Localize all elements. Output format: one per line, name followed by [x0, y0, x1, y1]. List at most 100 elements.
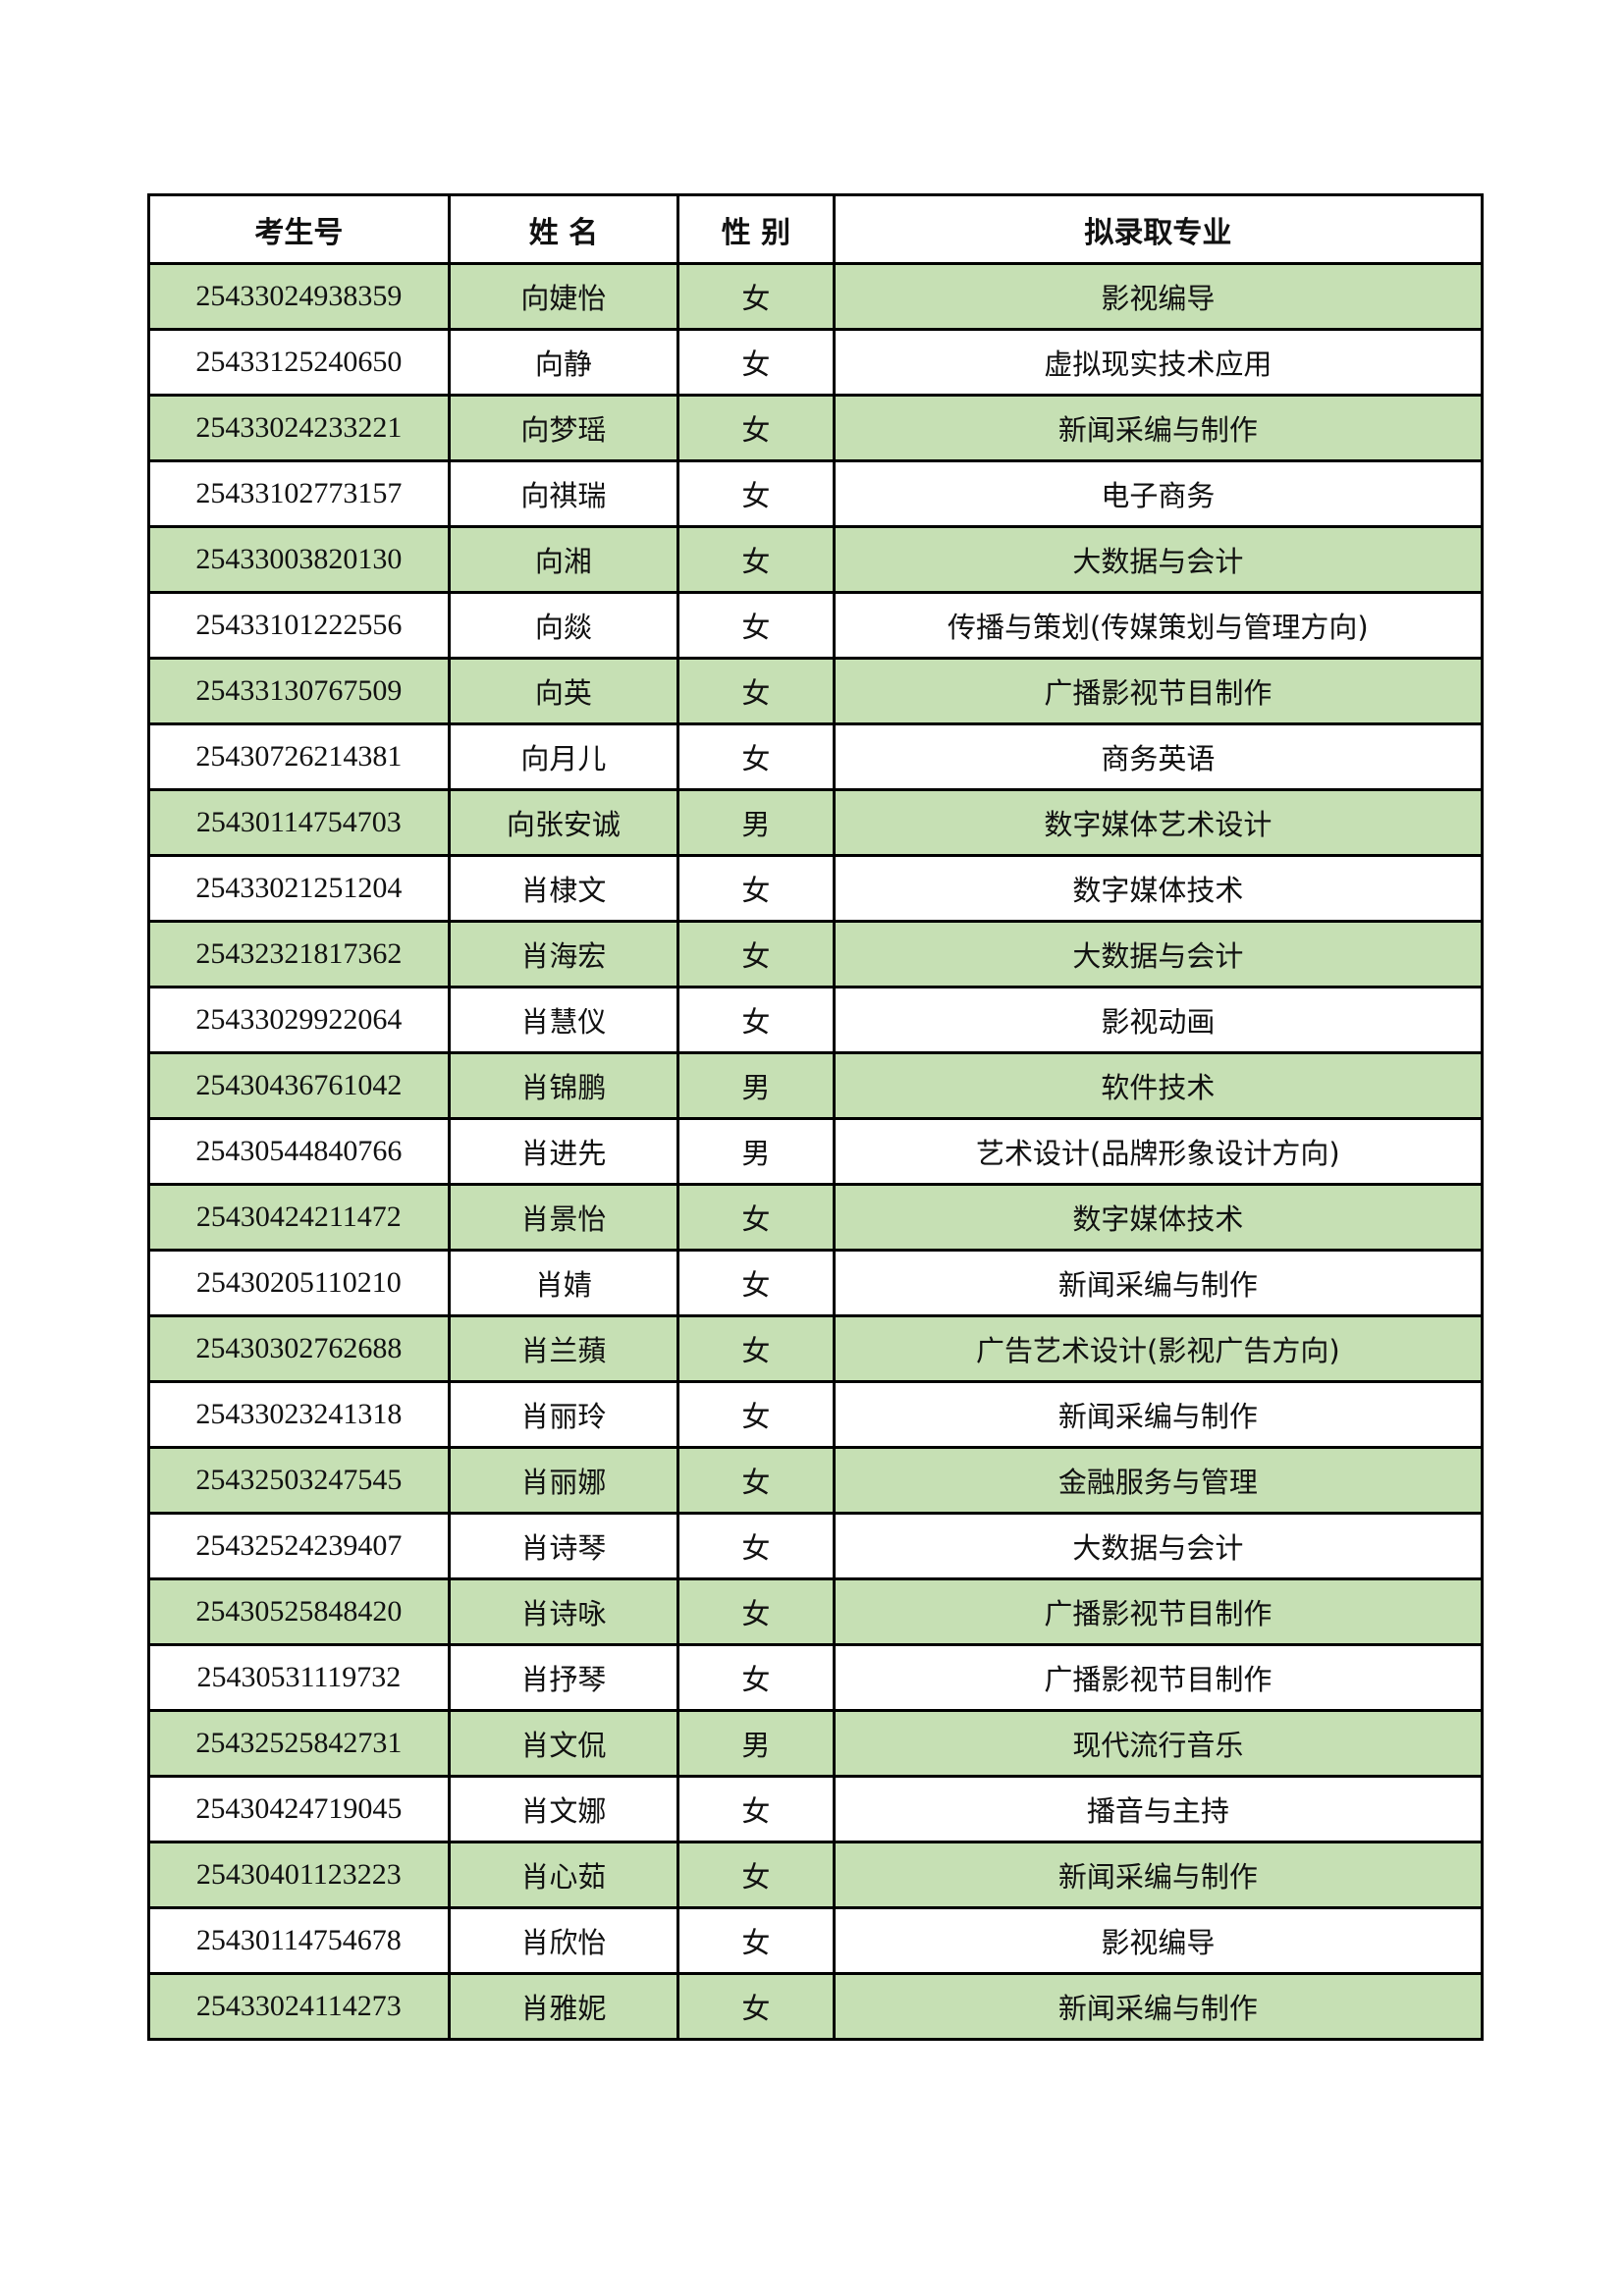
major-cell: 新闻采编与制作: [832, 394, 1485, 462]
gender-cell: 女: [677, 262, 836, 331]
table-row: 25430531119732 肖抒琴女广播影视节目制作: [147, 1643, 1485, 1712]
gender-cell: 女: [677, 1314, 836, 1383]
name-cell: 肖棣文: [447, 854, 680, 923]
gender-cell: 女: [677, 1972, 836, 2041]
name-cell: 肖欣怡: [447, 1906, 680, 1975]
exam-id-cell: 25430424719045: [147, 1775, 451, 1843]
table-row: 25433101222556 向燚女传播与策划(传媒策划与管理方向): [147, 591, 1485, 660]
major-cell: 数字媒体艺术设计: [832, 788, 1485, 857]
gender-cell: 女: [677, 525, 836, 594]
name-cell: 向湘: [447, 525, 680, 594]
table-row: 25430205110210 肖婧女新闻采编与制作: [147, 1249, 1485, 1317]
name-cell: 肖锦鹏: [447, 1051, 680, 1120]
gender-cell: 男: [677, 1051, 836, 1120]
table-row: 25430525848420 肖诗咏女广播影视节目制作: [147, 1577, 1485, 1646]
major-cell: 广播影视节目制作: [832, 1577, 1485, 1646]
name-cell: 肖兰蘋: [447, 1314, 680, 1383]
name-cell: 肖慧仪: [447, 986, 680, 1054]
name-cell: 向静: [447, 328, 680, 397]
major-cell: 软件技术: [832, 1051, 1485, 1120]
gender-cell: 男: [677, 1117, 836, 1186]
exam-id-cell: 25433125240650: [147, 328, 451, 397]
major-cell: 影视编导: [832, 262, 1485, 331]
major-cell: 广播影视节目制作: [832, 657, 1485, 725]
header-major: 拟录取专业: [832, 193, 1485, 265]
name-cell: 肖婧: [447, 1249, 680, 1317]
table-row: 25433024114273 肖雅妮女新闻采编与制作: [147, 1972, 1485, 2041]
table-row: 25432525842731 肖文侃男现代流行音乐: [147, 1709, 1485, 1778]
exam-id-cell: 25430401123223: [147, 1841, 451, 1909]
major-cell: 大数据与会计: [832, 1512, 1485, 1580]
exam-id-cell: 25432503247545: [147, 1446, 451, 1515]
name-cell: 肖文侃: [447, 1709, 680, 1778]
exam-id-cell: 25433021251204: [147, 854, 451, 923]
admission-table: 考生号 姓 名 性 别 拟录取专业 25433024938359 向婕怡女影视编导…: [147, 193, 1485, 2041]
name-cell: 向祺瑞: [447, 459, 680, 528]
major-cell: 数字媒体技术: [832, 1183, 1485, 1252]
header-row: 考生号 姓 名 性 别 拟录取专业: [147, 193, 1485, 265]
exam-id-cell: 25430726214381: [147, 722, 451, 791]
header-gender: 性 别: [677, 193, 836, 265]
exam-id-cell: 25433024114273: [147, 1972, 451, 2041]
exam-id-cell: 25430424211472: [147, 1183, 451, 1252]
gender-cell: 女: [677, 1841, 836, 1909]
table-row: 25433102773157 向祺瑞女电子商务: [147, 459, 1485, 528]
exam-id-cell: 25432524239407: [147, 1512, 451, 1580]
exam-id-cell: 25432525842731: [147, 1709, 451, 1778]
exam-id-cell: 25432321817362: [147, 920, 451, 988]
table-row: 25430424719045 肖文娜女播音与主持: [147, 1775, 1485, 1843]
gender-cell: 女: [677, 1775, 836, 1843]
name-cell: 肖海宏: [447, 920, 680, 988]
table-row: 25430114754678 肖欣怡女影视编导: [147, 1906, 1485, 1975]
gender-cell: 女: [677, 1380, 836, 1449]
table-row: 25430424211472 肖景怡女数字媒体技术: [147, 1183, 1485, 1252]
gender-cell: 女: [677, 328, 836, 397]
name-cell: 肖诗琴: [447, 1512, 680, 1580]
exam-id-cell: 25430436761042: [147, 1051, 451, 1120]
major-cell: 新闻采编与制作: [832, 1841, 1485, 1909]
exam-id-cell: 25433024233221: [147, 394, 451, 462]
major-cell: 影视编导: [832, 1906, 1485, 1975]
gender-cell: 女: [677, 1512, 836, 1580]
table-row: 25430114754703 向张安诚男数字媒体艺术设计: [147, 788, 1485, 857]
exam-id-cell: 25430544840766: [147, 1117, 451, 1186]
table-row: 25430544840766 肖进先男艺术设计(品牌形象设计方向): [147, 1117, 1485, 1186]
exam-id-cell: 25433101222556: [147, 591, 451, 660]
name-cell: 肖丽玲: [447, 1380, 680, 1449]
name-cell: 向燚: [447, 591, 680, 660]
table-row: 25432503247545 肖丽娜女金融服务与管理: [147, 1446, 1485, 1515]
gender-cell: 女: [677, 1183, 836, 1252]
major-cell: 广播影视节目制作: [832, 1643, 1485, 1712]
name-cell: 向梦瑶: [447, 394, 680, 462]
name-cell: 肖进先: [447, 1117, 680, 1186]
exam-id-cell: 25430525848420: [147, 1577, 451, 1646]
major-cell: 播音与主持: [832, 1775, 1485, 1843]
name-cell: 向张安诚: [447, 788, 680, 857]
major-cell: 新闻采编与制作: [832, 1972, 1485, 2041]
major-cell: 大数据与会计: [832, 525, 1485, 594]
table-row: 25433003820130 向湘女大数据与会计: [147, 525, 1485, 594]
table-row: 25433023241318 肖丽玲女新闻采编与制作: [147, 1380, 1485, 1449]
gender-cell: 女: [677, 1577, 836, 1646]
exam-id-cell: 25430114754703: [147, 788, 451, 857]
table-row: 25430401123223 肖心茹女新闻采编与制作: [147, 1841, 1485, 1909]
major-cell: 金融服务与管理: [832, 1446, 1485, 1515]
major-cell: 新闻采编与制作: [832, 1380, 1485, 1449]
name-cell: 肖诗咏: [447, 1577, 680, 1646]
name-cell: 肖丽娜: [447, 1446, 680, 1515]
gender-cell: 女: [677, 394, 836, 462]
table-row: 25430436761042 肖锦鹏男软件技术: [147, 1051, 1485, 1120]
table-row: 25432524239407 肖诗琴女大数据与会计: [147, 1512, 1485, 1580]
exam-id-cell: 25430302762688: [147, 1314, 451, 1383]
major-cell: 电子商务: [832, 459, 1485, 528]
gender-cell: 女: [677, 854, 836, 923]
major-cell: 商务英语: [832, 722, 1485, 791]
major-cell: 大数据与会计: [832, 920, 1485, 988]
gender-cell: 女: [677, 1446, 836, 1515]
table-row: 25433024938359 向婕怡女影视编导: [147, 262, 1485, 331]
name-cell: 向月儿: [447, 722, 680, 791]
name-cell: 向英: [447, 657, 680, 725]
exam-id-cell: 25430114754678: [147, 1906, 451, 1975]
header-exam-id: 考生号: [147, 193, 451, 265]
name-cell: 肖文娜: [447, 1775, 680, 1843]
